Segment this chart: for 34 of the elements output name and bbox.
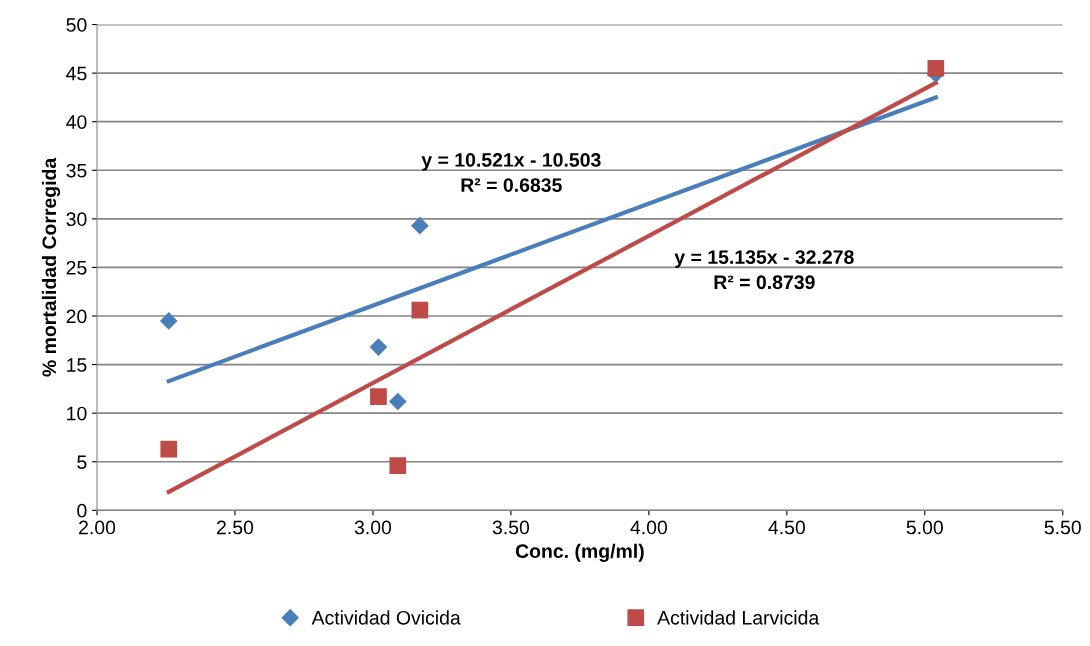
y-tick-label: 20	[66, 309, 87, 324]
point	[411, 301, 429, 319]
x-tick-label: 2.50	[217, 520, 254, 535]
legend-label: Actividad Larvicida	[657, 610, 820, 625]
y-tick-label: 30	[66, 212, 87, 227]
point	[389, 457, 407, 474]
point	[370, 388, 387, 405]
y-tick-label: 5	[77, 455, 87, 469]
y-tick-label: 40	[66, 115, 87, 129]
x-tick-label: 3.50	[492, 520, 530, 535]
annotation: y = 10.521x - 10.503 R² = 0.6835	[421, 153, 601, 192]
y-tick-label: 25	[66, 260, 87, 275]
y-tick-label: 0	[77, 503, 87, 518]
x-axis-title: Conc. (mg/ml)	[515, 543, 644, 562]
x-tick-label: 5.50	[1044, 520, 1081, 535]
y-axis-title: % mortalidad Corregida	[41, 157, 61, 377]
x-tick-label: 3.00	[354, 520, 392, 535]
point	[369, 338, 388, 356]
x-tick-label: 4.50	[768, 520, 805, 535]
point	[411, 217, 429, 235]
x-tick-label: 2.00	[79, 520, 116, 535]
x-tick-label: 5.00	[906, 520, 943, 535]
point	[389, 392, 407, 411]
annotation: y = 15.135x - 32.278 R² = 0.8739	[674, 250, 854, 290]
point	[160, 440, 178, 458]
y-tick-label: 50	[66, 18, 87, 32]
point	[927, 59, 945, 77]
x-tick-label: 4.00	[630, 520, 668, 535]
y-tick-label: 45	[66, 66, 87, 81]
y-tick-label: 10	[67, 406, 87, 421]
y-tick-label: 35	[66, 163, 87, 178]
y-tick-label: 15	[67, 358, 87, 372]
legend-label: Actividad Ovicida	[311, 610, 461, 625]
point	[160, 312, 178, 330]
